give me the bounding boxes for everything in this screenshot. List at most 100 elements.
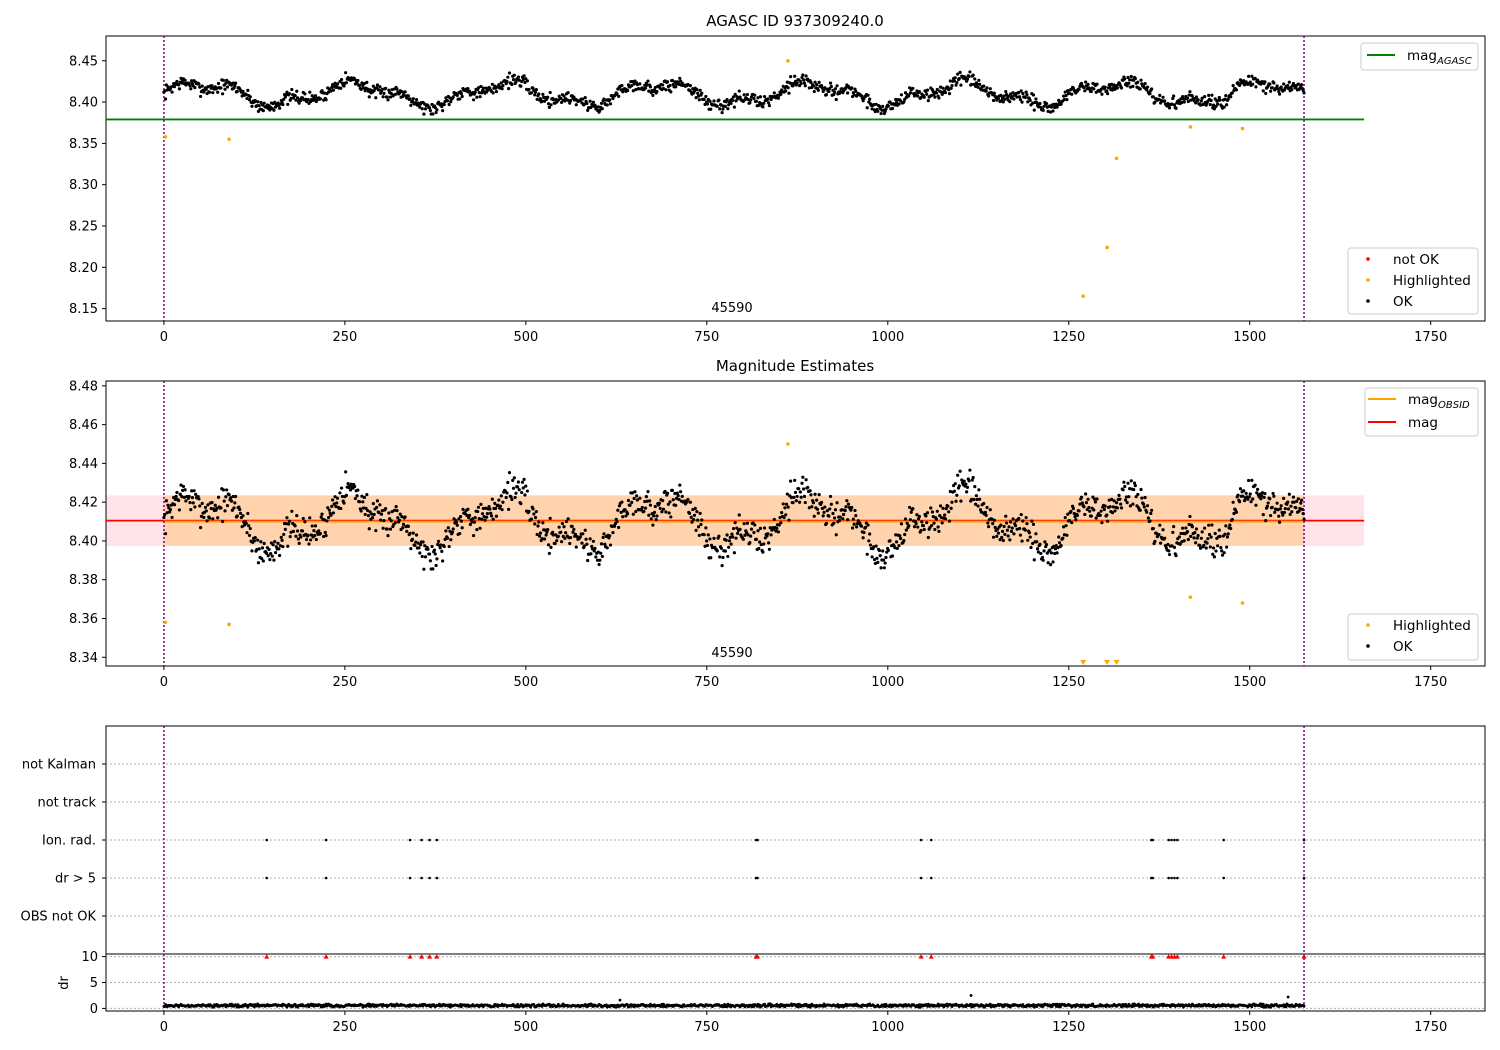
- ok-point: [730, 532, 734, 536]
- ok-point: [1151, 527, 1155, 531]
- ok-point: [827, 89, 831, 94]
- ok-point: [1028, 98, 1032, 103]
- ok-point: [184, 499, 188, 503]
- ok-point: [950, 83, 954, 88]
- x-tick-label: 1250: [1052, 675, 1085, 690]
- ok-point: [976, 504, 980, 508]
- ok-point: [962, 479, 966, 483]
- ok-point: [745, 92, 750, 97]
- ok-point: [1133, 76, 1137, 81]
- ok-point: [930, 510, 935, 514]
- ok-point: [652, 510, 657, 514]
- ok-point: [696, 525, 701, 529]
- x-tick-label: 1750: [1414, 675, 1447, 690]
- ok-point: [911, 506, 915, 511]
- ok-point: [640, 505, 644, 510]
- obsid-label-panel2: 45590: [711, 646, 752, 661]
- ok-point: [868, 543, 873, 547]
- ok-point: [809, 80, 813, 85]
- ok-point: [1020, 100, 1024, 104]
- ok-point: [753, 523, 757, 527]
- ok-point: [987, 525, 991, 529]
- ok-point: [934, 91, 939, 95]
- ok-point: [445, 99, 450, 103]
- ok-point: [686, 82, 690, 87]
- y-tick-label: 8.38: [69, 573, 98, 588]
- ok-point: [861, 536, 865, 540]
- ok-point: [976, 85, 980, 89]
- ok-point: [331, 88, 336, 92]
- ok-point: [479, 502, 483, 506]
- ok-point: [1063, 90, 1067, 94]
- ok-point: [1128, 487, 1132, 491]
- ok-point: [1124, 81, 1128, 85]
- ok-point: [1225, 103, 1229, 107]
- flag-point: [1170, 838, 1173, 842]
- ok-point: [731, 95, 736, 99]
- ok-point: [774, 529, 778, 533]
- ok-point: [485, 515, 489, 519]
- ok-point: [279, 535, 283, 539]
- ok-point: [206, 85, 210, 89]
- ok-point: [634, 509, 638, 514]
- ok-point: [935, 87, 939, 92]
- legend-highlighted-swatch: [1366, 278, 1370, 282]
- ok-point: [224, 495, 228, 499]
- ok-point: [1009, 529, 1014, 533]
- ok-point: [204, 509, 208, 513]
- ok-point: [733, 92, 737, 96]
- ok-point: [200, 501, 204, 506]
- ok-point: [599, 542, 604, 546]
- chart-title-magnitude-estimates: Magnitude Estimates: [716, 357, 874, 375]
- ok-point: [1126, 481, 1130, 485]
- ok-point: [1062, 97, 1067, 102]
- ok-point: [718, 107, 722, 111]
- ok-point: [971, 73, 975, 77]
- ok-point: [1048, 562, 1053, 567]
- ok-point: [286, 544, 290, 548]
- ok-point: [820, 506, 824, 511]
- ok-point: [697, 533, 701, 537]
- dr-clipped-marker: [407, 954, 413, 959]
- ok-point: [1238, 83, 1242, 87]
- highlighted-point: [227, 622, 231, 627]
- ok-point: [411, 97, 415, 101]
- flag-point: [265, 876, 269, 880]
- ok-point: [1234, 88, 1238, 92]
- ok-point: [1088, 509, 1092, 513]
- ok-point: [285, 90, 289, 94]
- ok-point: [1117, 493, 1121, 497]
- ok-point: [786, 86, 790, 90]
- ok-point: [1008, 538, 1012, 542]
- ok-point: [1026, 100, 1030, 104]
- ok-point: [780, 510, 784, 515]
- ok-point: [597, 562, 601, 567]
- dr-point: [1032, 1003, 1035, 1006]
- ok-point: [1051, 109, 1055, 113]
- ok-point: [1158, 541, 1163, 545]
- ok-point: [873, 561, 877, 566]
- ok-point: [170, 515, 174, 520]
- ok-point: [540, 537, 544, 541]
- ok-point: [797, 500, 802, 504]
- ok-point: [811, 84, 816, 88]
- ok-point: [758, 540, 762, 544]
- ok-point: [386, 534, 390, 538]
- ok-point: [1198, 103, 1203, 107]
- ok-point: [1286, 83, 1290, 88]
- ok-point: [608, 102, 613, 106]
- ok-point: [299, 98, 303, 103]
- ok-point: [521, 77, 525, 82]
- ok-point: [886, 548, 891, 552]
- ok-point: [1100, 521, 1104, 525]
- ok-point: [705, 539, 709, 543]
- ok-point: [813, 492, 817, 496]
- ok-point: [313, 94, 318, 98]
- ok-point: [426, 547, 430, 551]
- ok-point: [247, 533, 252, 538]
- ok-point: [476, 509, 480, 514]
- ok-point: [409, 547, 413, 551]
- ok-point: [533, 90, 538, 94]
- ok-point: [781, 502, 785, 506]
- ok-point: [361, 500, 365, 504]
